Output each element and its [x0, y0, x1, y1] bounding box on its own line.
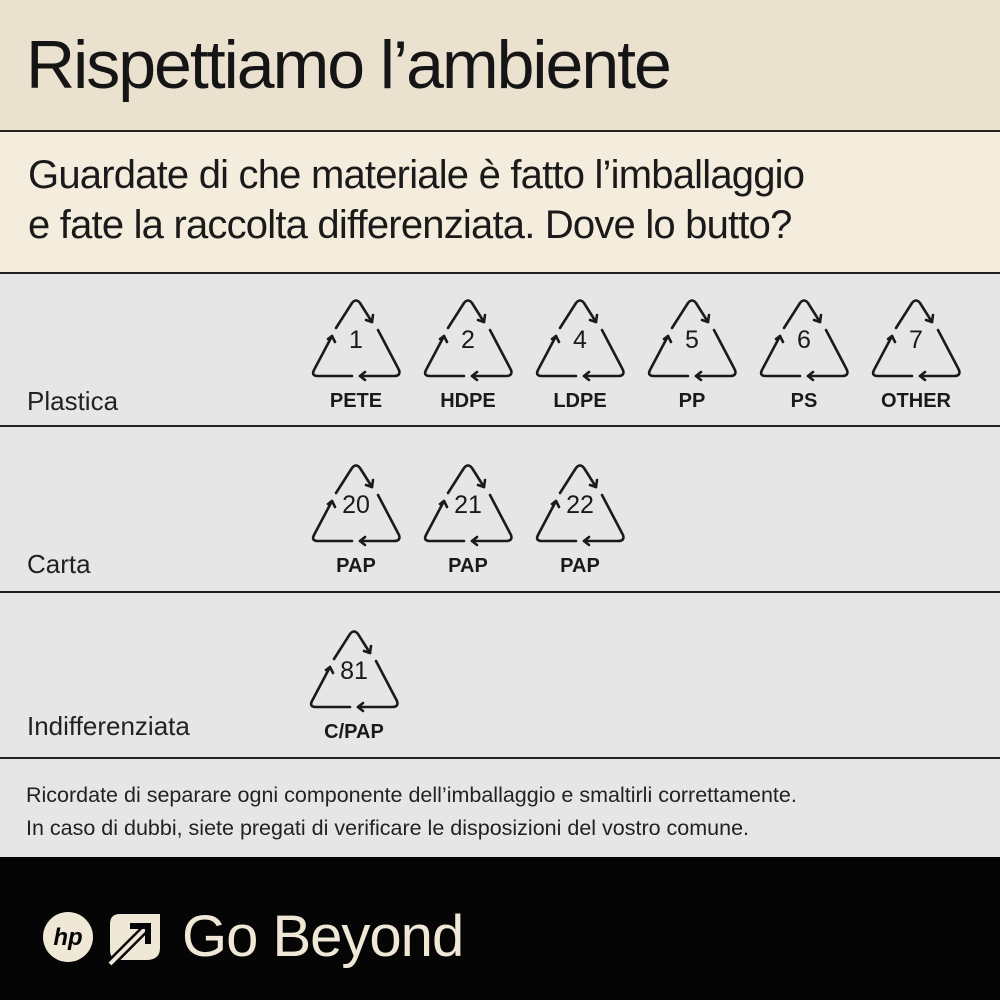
material-abbreviation: OTHER — [881, 390, 951, 412]
svg-text:hp: hp — [53, 924, 82, 951]
recycling-triangle-icon: 7 — [866, 298, 966, 382]
resin-code: 22 — [566, 491, 594, 519]
recycling-symbol: 5 PP — [642, 298, 742, 413]
resin-code: 20 — [342, 491, 370, 519]
recycling-symbol: 21 PAP — [418, 463, 518, 578]
category-label: Indifferenziata — [27, 711, 190, 741]
recycling-triangle-icon: 5 — [642, 298, 742, 382]
resin-code: 7 — [909, 326, 923, 354]
recycling-symbol: 6 PS — [754, 298, 854, 413]
footer: hp Go Beyond — [0, 857, 1000, 1000]
recycling-symbol: 20 PAP — [306, 463, 406, 578]
resin-code: 2 — [461, 326, 475, 354]
resin-code: 6 — [797, 326, 811, 354]
resin-code: 1 — [349, 326, 363, 354]
subtitle: Guardate di che materiale è fatto l’imba… — [28, 150, 805, 250]
material-abbreviation: HDPE — [440, 390, 496, 412]
brand-lockup: hp Go Beyond — [42, 903, 464, 970]
recycling-triangle-icon: 6 — [754, 298, 854, 382]
page-title: Rispettiamo l’ambiente — [26, 27, 672, 103]
subtitle-band: Guardate di che materiale è fatto l’imba… — [0, 132, 1000, 274]
tagline: Go Beyond — [182, 904, 464, 969]
recycling-symbol: 7 OTHER — [866, 298, 966, 413]
subtitle-line-2: e fate la raccolta differenziata. Dove l… — [28, 203, 792, 247]
resin-code: 5 — [685, 326, 699, 354]
recycling-symbol: 81 C/PAP — [304, 629, 404, 744]
recycling-triangle-icon: 20 — [306, 463, 406, 547]
resin-code: 4 — [573, 326, 587, 354]
recycling-triangle-icon: 22 — [530, 463, 630, 547]
category-row-indifferenziata: Indifferenziata 81 C/PAP — [0, 593, 1000, 759]
resin-code: 21 — [454, 491, 482, 519]
material-abbreviation: PS — [790, 390, 818, 412]
material-abbreviation: PETE — [329, 390, 383, 412]
hp-logo-icon: hp — [43, 911, 93, 962]
material-abbreviation: C/PAP — [324, 721, 384, 743]
recycling-symbol: 4 LDPE — [530, 298, 630, 413]
material-abbreviation: PP — [678, 390, 706, 412]
notes-line-2: In caso di dubbi, siete pregati di verif… — [26, 816, 750, 840]
recycling-triangle-icon: 81 — [304, 629, 404, 713]
notes: Ricordate di separare ogni componente de… — [26, 779, 797, 845]
material-abbreviation: PAP — [336, 555, 376, 577]
go-beyond-arrow-icon — [106, 913, 160, 966]
material-abbreviation: LDPE — [553, 390, 607, 412]
recycling-symbol: 2 HDPE — [418, 298, 518, 413]
recycling-triangle-icon: 1 — [306, 298, 406, 382]
recycling-symbol: 1 PETE — [306, 298, 406, 413]
notes-band: Ricordate di separare ogni componente de… — [0, 759, 1000, 857]
category-row-carta: Carta 20 PAP 21 PAP 22 PAP — [0, 427, 1000, 593]
category-row-plastica: Plastica 1 PETE 2 HDPE 4 LDPE 5 PP 6 PS 7 OTHE… — [0, 274, 1000, 427]
material-abbreviation: PAP — [560, 555, 600, 577]
category-label: Carta — [27, 549, 91, 579]
subtitle-line-1: Guardate di che materiale è fatto l’imba… — [28, 153, 805, 197]
recycling-triangle-icon: 2 — [418, 298, 518, 382]
recycling-triangle-icon: 21 — [418, 463, 518, 547]
material-abbreviation: PAP — [448, 555, 488, 577]
title-band: Rispettiamo l’ambiente — [0, 0, 1000, 132]
notes-line-1: Ricordate di separare ogni componente de… — [26, 783, 797, 807]
recycling-triangle-icon: 4 — [530, 298, 630, 382]
recycling-symbol: 22 PAP — [530, 463, 630, 578]
resin-code: 81 — [340, 657, 368, 685]
category-label: Plastica — [27, 386, 119, 416]
